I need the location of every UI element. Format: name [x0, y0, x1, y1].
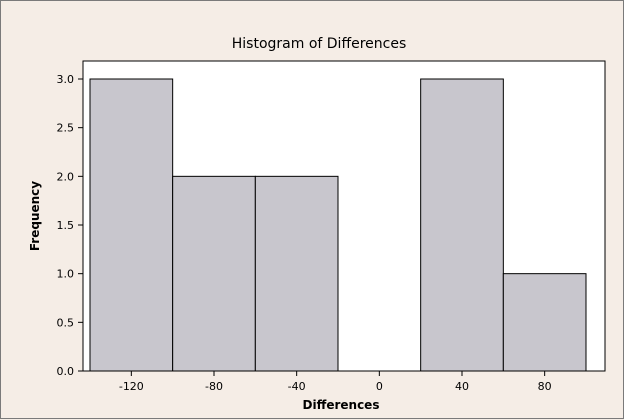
x-tick-label: -80 [205, 380, 223, 393]
y-tick-label: 1.0 [57, 268, 75, 281]
histogram-bar [254, 175, 339, 372]
histogram-bar [89, 78, 174, 372]
x-tick-label: 0 [376, 380, 383, 393]
x-axis-title: Differences [303, 398, 380, 412]
x-tick-label: -120 [119, 380, 144, 393]
chart-title: Histogram of Differences [232, 36, 407, 52]
histogram-bar [420, 78, 504, 372]
x-tick-label: 80 [538, 380, 552, 393]
histogram-bar [172, 175, 256, 372]
x-tick-label: 40 [455, 380, 469, 393]
y-tick-label: 0.0 [57, 365, 75, 378]
x-tick-label: -40 [288, 380, 306, 393]
y-tick-label: 1.5 [57, 219, 75, 232]
y-tick-label: 0.5 [57, 316, 75, 329]
y-axis-title: Frequency [28, 181, 42, 251]
y-tick-label: 3.0 [57, 73, 75, 86]
y-tick-label: 2.5 [57, 122, 75, 135]
histogram-bar [502, 273, 587, 372]
y-tick-label: 2.0 [57, 170, 75, 183]
